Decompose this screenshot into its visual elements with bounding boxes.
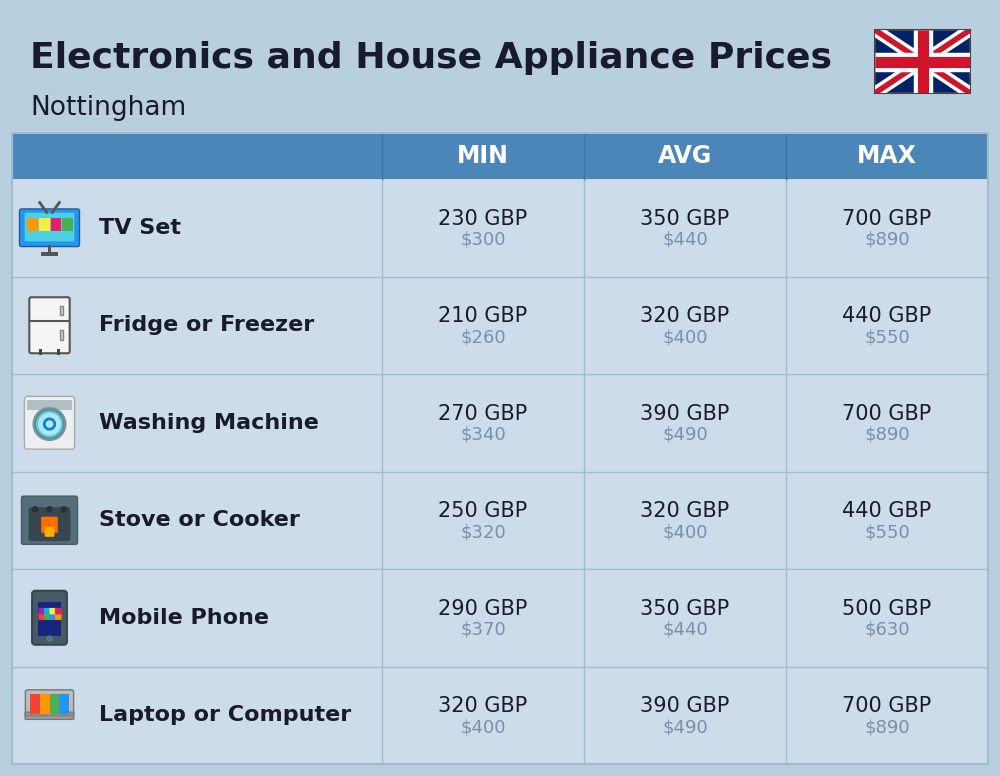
Bar bbox=[30, 695, 40, 714]
Text: Electronics and House Appliance Prices: Electronics and House Appliance Prices bbox=[30, 41, 832, 75]
Bar bbox=[12, 667, 988, 764]
Text: 390 GBP: 390 GBP bbox=[640, 696, 730, 716]
Bar bbox=[60, 306, 63, 315]
FancyBboxPatch shape bbox=[25, 213, 74, 241]
Bar bbox=[60, 331, 63, 340]
Text: 290 GBP: 290 GBP bbox=[438, 599, 528, 618]
Text: 250 GBP: 250 GBP bbox=[438, 501, 528, 521]
Text: $370: $370 bbox=[460, 621, 506, 639]
Text: 350 GBP: 350 GBP bbox=[640, 599, 730, 618]
Text: Stove or Cooker: Stove or Cooker bbox=[99, 511, 300, 530]
Text: $890: $890 bbox=[864, 426, 910, 444]
FancyBboxPatch shape bbox=[29, 508, 70, 540]
Text: $400: $400 bbox=[460, 719, 506, 736]
Bar bbox=[48, 244, 51, 252]
Bar bbox=[38, 602, 61, 636]
Text: $260: $260 bbox=[460, 328, 506, 346]
FancyBboxPatch shape bbox=[24, 397, 75, 449]
Text: 320 GBP: 320 GBP bbox=[640, 501, 730, 521]
Text: 700 GBP: 700 GBP bbox=[842, 404, 932, 424]
Bar bbox=[62, 218, 73, 230]
FancyBboxPatch shape bbox=[22, 496, 78, 544]
FancyBboxPatch shape bbox=[32, 591, 67, 645]
Text: 270 GBP: 270 GBP bbox=[438, 404, 528, 424]
FancyBboxPatch shape bbox=[38, 608, 45, 615]
FancyBboxPatch shape bbox=[44, 613, 51, 620]
Bar bbox=[27, 218, 38, 230]
Text: 320 GBP: 320 GBP bbox=[640, 307, 730, 326]
Bar bbox=[12, 276, 988, 374]
Text: Washing Machine: Washing Machine bbox=[99, 413, 319, 433]
FancyBboxPatch shape bbox=[25, 690, 74, 717]
Text: 700 GBP: 700 GBP bbox=[842, 696, 932, 716]
Text: 390 GBP: 390 GBP bbox=[640, 404, 730, 424]
Bar bbox=[50, 218, 61, 230]
Text: $320: $320 bbox=[460, 523, 506, 541]
Text: $550: $550 bbox=[864, 328, 910, 346]
Bar bbox=[12, 472, 988, 569]
Bar bbox=[50, 695, 59, 714]
Text: $400: $400 bbox=[662, 328, 708, 346]
Text: $300: $300 bbox=[460, 230, 506, 249]
FancyBboxPatch shape bbox=[55, 608, 62, 615]
FancyBboxPatch shape bbox=[49, 613, 56, 620]
Text: 350 GBP: 350 GBP bbox=[640, 209, 730, 229]
Text: Mobile Phone: Mobile Phone bbox=[99, 608, 269, 628]
FancyBboxPatch shape bbox=[25, 712, 74, 719]
FancyBboxPatch shape bbox=[44, 608, 51, 615]
Text: $440: $440 bbox=[662, 621, 708, 639]
Text: 440 GBP: 440 GBP bbox=[842, 307, 932, 326]
Bar bbox=[41, 251, 58, 255]
Bar bbox=[12, 374, 988, 472]
Text: $400: $400 bbox=[662, 523, 708, 541]
Text: 440 GBP: 440 GBP bbox=[842, 501, 932, 521]
FancyBboxPatch shape bbox=[41, 517, 58, 533]
Text: $630: $630 bbox=[864, 621, 910, 639]
Text: $890: $890 bbox=[864, 230, 910, 249]
FancyBboxPatch shape bbox=[55, 613, 62, 620]
Text: AVG: AVG bbox=[658, 144, 712, 168]
Bar bbox=[39, 349, 42, 355]
Bar bbox=[875, 30, 970, 93]
Text: MAX: MAX bbox=[857, 144, 917, 168]
Bar bbox=[12, 133, 988, 764]
Circle shape bbox=[34, 408, 65, 440]
Bar bbox=[39, 218, 50, 230]
Circle shape bbox=[47, 507, 52, 512]
FancyBboxPatch shape bbox=[38, 613, 45, 620]
Bar bbox=[27, 400, 72, 410]
Bar bbox=[12, 179, 988, 276]
Text: 700 GBP: 700 GBP bbox=[842, 209, 932, 229]
Circle shape bbox=[61, 507, 66, 512]
Bar bbox=[12, 569, 988, 667]
Text: Fridge or Freezer: Fridge or Freezer bbox=[99, 315, 314, 335]
Circle shape bbox=[33, 507, 38, 512]
Text: 210 GBP: 210 GBP bbox=[438, 307, 528, 326]
Text: $490: $490 bbox=[662, 719, 708, 736]
FancyBboxPatch shape bbox=[20, 209, 80, 247]
Bar bbox=[875, 30, 970, 93]
Text: $440: $440 bbox=[662, 230, 708, 249]
Text: MIN: MIN bbox=[457, 144, 509, 168]
Text: 320 GBP: 320 GBP bbox=[438, 696, 528, 716]
FancyBboxPatch shape bbox=[45, 527, 54, 537]
Circle shape bbox=[47, 636, 52, 641]
Text: 500 GBP: 500 GBP bbox=[842, 599, 932, 618]
FancyBboxPatch shape bbox=[29, 297, 70, 353]
Text: 230 GBP: 230 GBP bbox=[438, 209, 528, 229]
Text: Laptop or Computer: Laptop or Computer bbox=[99, 705, 351, 726]
FancyBboxPatch shape bbox=[49, 608, 56, 615]
Bar bbox=[40, 695, 50, 714]
Circle shape bbox=[37, 411, 62, 437]
Bar bbox=[30, 695, 69, 714]
Bar bbox=[12, 133, 988, 179]
Text: $490: $490 bbox=[662, 426, 708, 444]
Bar bbox=[57, 349, 60, 355]
Text: TV Set: TV Set bbox=[99, 218, 181, 237]
Text: $340: $340 bbox=[460, 426, 506, 444]
Text: $890: $890 bbox=[864, 719, 910, 736]
Text: $550: $550 bbox=[864, 523, 910, 541]
Text: Nottingham: Nottingham bbox=[30, 95, 186, 121]
Bar bbox=[59, 695, 69, 714]
